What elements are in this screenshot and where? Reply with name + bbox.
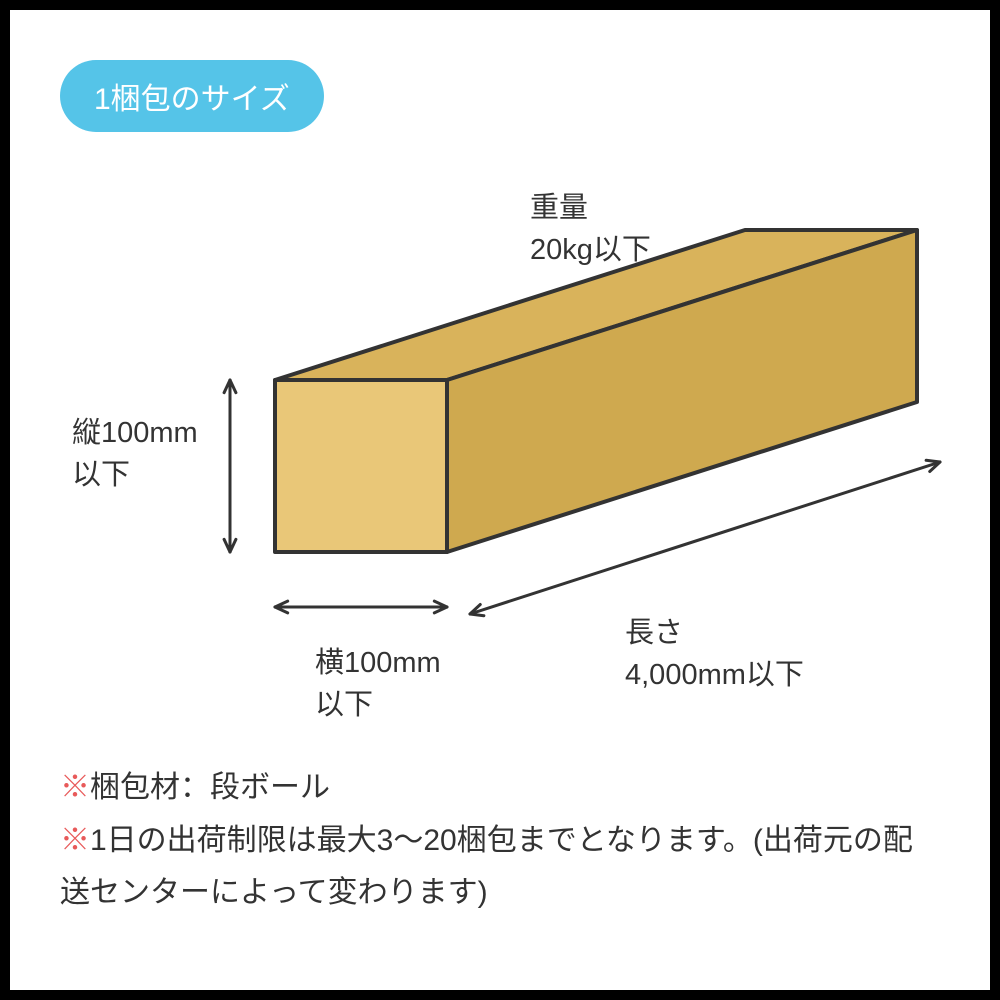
note-line-2: ※1日の出荷制限は最大3〜20梱包までとなります。(出荷元の配送センターによって… bbox=[60, 815, 940, 920]
note-prefix-icon: ※ bbox=[60, 824, 90, 857]
note-1-text: 梱包材：段ボール bbox=[90, 771, 330, 804]
outer-frame: 1梱包のサイズ 重量 20kg以下 縦100mm 以下 横100mm 以下 長さ… bbox=[0, 0, 1000, 1000]
length-value: 4,000mm以下 bbox=[625, 659, 804, 691]
length-label: 長さ 4,000mm以下 bbox=[625, 612, 804, 696]
box-diagram: 重量 20kg以下 縦100mm 以下 横100mm 以下 長さ 4,000mm… bbox=[60, 132, 940, 762]
height-title: 縦100mm bbox=[72, 417, 198, 449]
notes-block: ※梱包材：段ボール ※1日の出荷制限は最大3〜20梱包までとなります。(出荷元の… bbox=[60, 762, 940, 920]
note-line-1: ※梱包材：段ボール bbox=[60, 762, 940, 815]
title-badge: 1梱包のサイズ bbox=[60, 60, 324, 132]
width-sub: 以下 bbox=[315, 689, 373, 721]
height-sub: 以下 bbox=[72, 459, 130, 491]
width-label: 横100mm 以下 bbox=[315, 642, 441, 726]
weight-value: 20kg以下 bbox=[530, 234, 651, 266]
height-label: 縦100mm 以下 bbox=[72, 412, 198, 496]
width-title: 横100mm bbox=[315, 647, 441, 679]
length-title: 長さ bbox=[625, 617, 683, 649]
weight-label: 重量 20kg以下 bbox=[530, 187, 651, 271]
note-prefix-icon: ※ bbox=[60, 771, 90, 804]
weight-title: 重量 bbox=[530, 192, 588, 224]
note-2-text: 1日の出荷制限は最大3〜20梱包までとなります。(出荷元の配送センターによって変… bbox=[60, 824, 913, 910]
